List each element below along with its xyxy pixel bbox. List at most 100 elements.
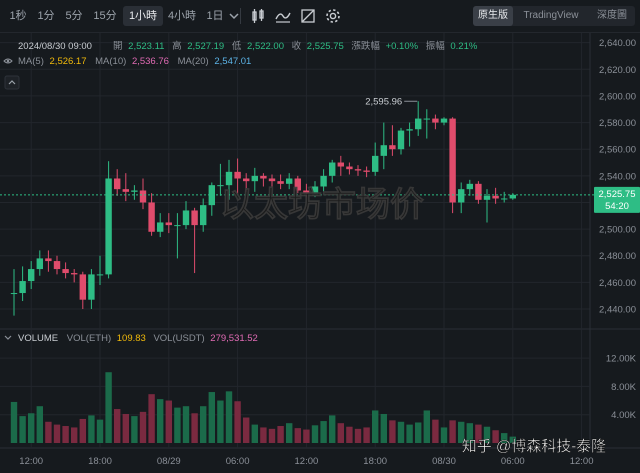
candle-body [174,225,181,227]
chart-grid [0,33,640,449]
timeframe-1s[interactable]: 1秒 [9,10,27,22]
volume-tick-label: 4.00K [611,410,636,421]
volume-bar [19,416,26,443]
candle-body [260,175,267,179]
volume-bar [36,406,43,443]
view-depth[interactable]: 深度圖 [597,10,627,21]
time-tick-label: 12:00 [570,456,594,467]
price-tick-label: 2,620.00 [599,65,636,76]
candle-body [225,171,233,186]
candle-body [380,145,387,156]
candle-body [62,269,69,274]
ohlc-high-value: 2,527.19 [187,41,224,52]
volume-bar [79,418,86,443]
volume-bar [182,406,190,443]
timeframe-15m[interactable]: 15分 [93,10,117,22]
ohlc-open-value: 2,523.11 [128,41,164,52]
candle-body [191,210,198,226]
ma20-label: MA(20) [178,56,209,67]
time-tick-label: 08/30 [432,456,456,467]
volume-bar [114,409,121,443]
candle-body [389,145,396,150]
volume-bar [415,422,422,443]
timeframe-4h[interactable]: 4小時 [167,10,197,22]
timeframe-1d[interactable]: 1日 [206,10,224,22]
volume-bar [320,421,327,443]
ohlc-close-value: 2,525.75 [307,41,344,52]
collapse-indicators-button[interactable] [4,75,20,90]
volume-bar [466,423,473,443]
volume-bar [303,429,310,443]
volume-bar [475,424,482,443]
price-tick-label: 2,540.00 [599,171,636,182]
ohlc-low-value: 2,522.00 [247,41,284,52]
ohlc-close-label: 收 [292,40,302,52]
ohlc-amp-value: 0.21% [450,41,477,52]
candle-body [440,118,448,123]
ohlc-amp-label: 振幅 [426,40,446,52]
volume-bar [363,427,370,443]
volume-bar [389,420,396,443]
high-price-marker: 2,595.96 [365,96,418,107]
candle-type-icon[interactable] [249,7,267,25]
ma5-value: 2,526.17 [50,56,87,67]
candle-body [466,183,473,190]
candle-body [208,185,215,206]
view-tradingview[interactable]: TradingView [523,10,579,21]
candle-body [53,261,61,270]
candle-body [157,222,164,232]
chevron-down-icon[interactable] [225,7,243,25]
candle-body [268,178,276,182]
volume-bar [354,428,362,443]
candle-body [217,185,224,187]
ohlc-low-label: 低 [232,40,242,52]
ohlc-open-label: 開 [113,41,123,52]
price-tick-label: 2,480.00 [599,251,636,262]
volume-bar [329,415,336,443]
candle-body [79,274,86,300]
volume-bars [10,372,516,443]
settings-icon[interactable] [324,7,342,25]
timeframe-1h[interactable]: 1小時 [123,6,163,26]
volume-bar [62,426,69,443]
candle-body [286,178,293,184]
ma-eye-icon[interactable] [3,58,13,64]
volume-tick-label: 8.00K [611,382,636,393]
volume-bar [458,421,465,443]
vol-usdt-label: VOL(USDT) [153,333,204,344]
volume-bar [509,436,516,443]
candlestick-chart[interactable]: 2,440.002,460.002,480.002,500.002,520.00… [0,33,640,473]
ohlc-high-label: 高 [172,40,182,52]
overlay-title: 以太坊市场价 [220,185,424,224]
indicator-icon[interactable] [274,7,292,25]
candle-body [165,222,172,226]
time-tick-label: 08/29 [157,456,181,467]
candle-body [251,175,258,182]
candle-body [363,170,370,172]
candle-body [122,189,129,192]
volume-bar [243,417,250,443]
candle-body [423,118,430,120]
candle-body [346,166,353,170]
volume-bar [449,420,456,443]
view-native[interactable]: 原生版 [473,6,513,26]
volume-bar [191,413,198,443]
volume-tick-label: 12.00K [606,354,637,365]
volume-bar [406,424,413,443]
candle-body [88,274,95,300]
vol-usdt-value: 279,531.52 [210,333,258,344]
candle-body [139,190,147,203]
candle-body [19,281,26,294]
candle-body [329,162,336,176]
drawing-icon[interactable] [299,7,317,25]
volume-bar [260,427,267,443]
timeframe-5m[interactable]: 5分 [65,10,83,22]
candle-body [234,171,241,179]
vol-eth-value: 109.83 [117,333,146,344]
timeframe-1m[interactable]: 1分 [37,10,55,22]
candle-body [10,293,18,295]
volume-bar [380,413,387,443]
volume-bar [71,427,78,443]
candles [10,101,516,316]
volume-legend-caret-icon[interactable] [4,335,12,340]
